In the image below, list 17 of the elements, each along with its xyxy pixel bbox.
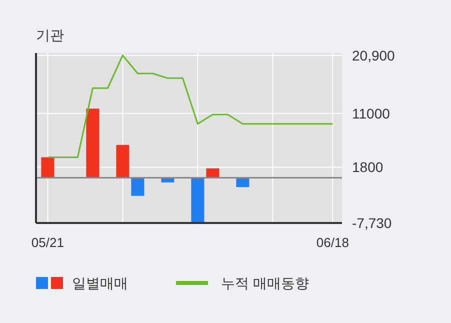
bar <box>86 108 100 178</box>
x-tick-label: 06/18 <box>316 235 349 250</box>
y-tick-label: 20,900 <box>352 47 396 64</box>
bar <box>41 157 54 178</box>
bar <box>236 178 250 188</box>
line-series <box>46 54 334 158</box>
y-tick-label: -7,730 <box>352 215 392 231</box>
bar <box>116 144 130 178</box>
y-tick-label: 1800 <box>352 159 384 176</box>
y-tick-label: 11000 <box>352 105 390 122</box>
bar <box>191 178 204 223</box>
legend-label: 일별매매 <box>72 275 128 291</box>
legend-label: 누적 매매동향 <box>221 275 309 291</box>
x-tick-label: 05/21 <box>31 235 64 250</box>
chart-title: 기관 <box>36 27 64 43</box>
bar <box>206 168 220 178</box>
bar <box>131 178 144 196</box>
